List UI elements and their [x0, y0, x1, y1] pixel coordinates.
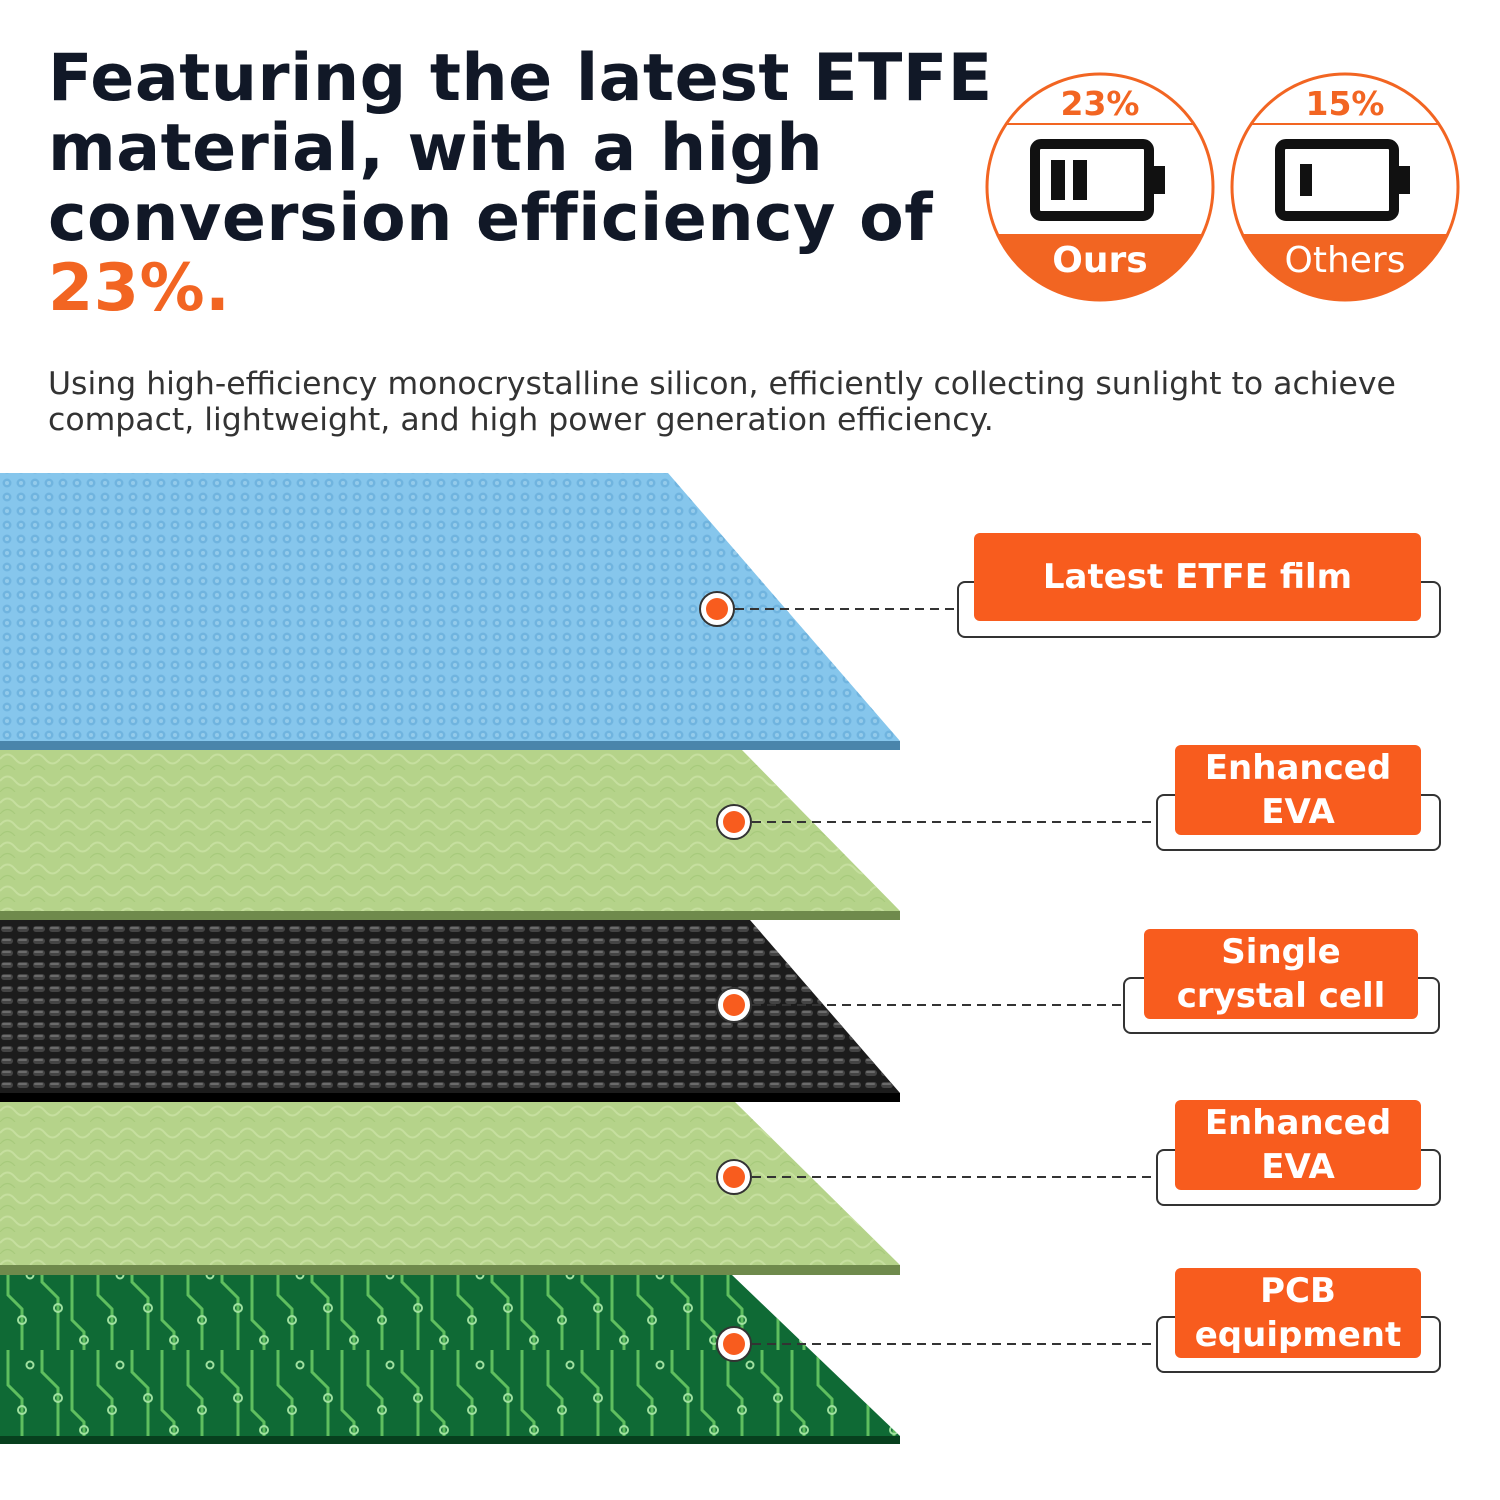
headline-text: Featuring the latest ETFE material, with… [48, 41, 993, 256]
tag-enhanced-eva-lower: Enhanced EVA [1175, 1100, 1421, 1190]
tag-label: Enhanced [1204, 748, 1392, 788]
layer-pcb [0, 1275, 900, 1444]
badge-percent: 15% [1305, 84, 1385, 123]
headline-highlight: 23%. [48, 251, 231, 326]
tag-label: Latest ETFE film [1042, 557, 1353, 597]
badge-ours: 23% Ours [985, 72, 1215, 302]
layer-etfe [0, 473, 900, 750]
badge-others: 15% Others [1230, 72, 1460, 302]
layer-eva-lower [0, 1102, 900, 1275]
tag-label: EVA [1261, 792, 1335, 832]
tag-label: Single [1221, 932, 1341, 972]
tag-label: crystal cell [1176, 976, 1386, 1016]
badge-label: Others [1284, 240, 1406, 281]
battery-icon [1030, 139, 1165, 221]
tag-label: Enhanced [1204, 1103, 1392, 1143]
layer-eva-upper [0, 750, 900, 920]
headline: Featuring the latest ETFE material, with… [48, 44, 1008, 324]
badge-percent: 23% [1060, 84, 1140, 123]
tag-latest-etfe-film: Latest ETFE film [974, 533, 1421, 621]
tag-label: equipment [1194, 1315, 1402, 1355]
tag-label: PCB [1260, 1271, 1336, 1311]
layer-cell [0, 920, 900, 1102]
tag-label: EVA [1261, 1147, 1335, 1187]
tag-enhanced-eva-upper: Enhanced EVA [1175, 745, 1421, 835]
tag-single-crystal-cell: Single crystal cell [1144, 929, 1418, 1019]
badge-label: Ours [1052, 240, 1148, 281]
description-text: Using high-efficiency monocrystalline si… [48, 366, 1396, 438]
tag-pcb-equipment: PCB equipment [1175, 1268, 1421, 1358]
battery-icon [1275, 139, 1410, 221]
